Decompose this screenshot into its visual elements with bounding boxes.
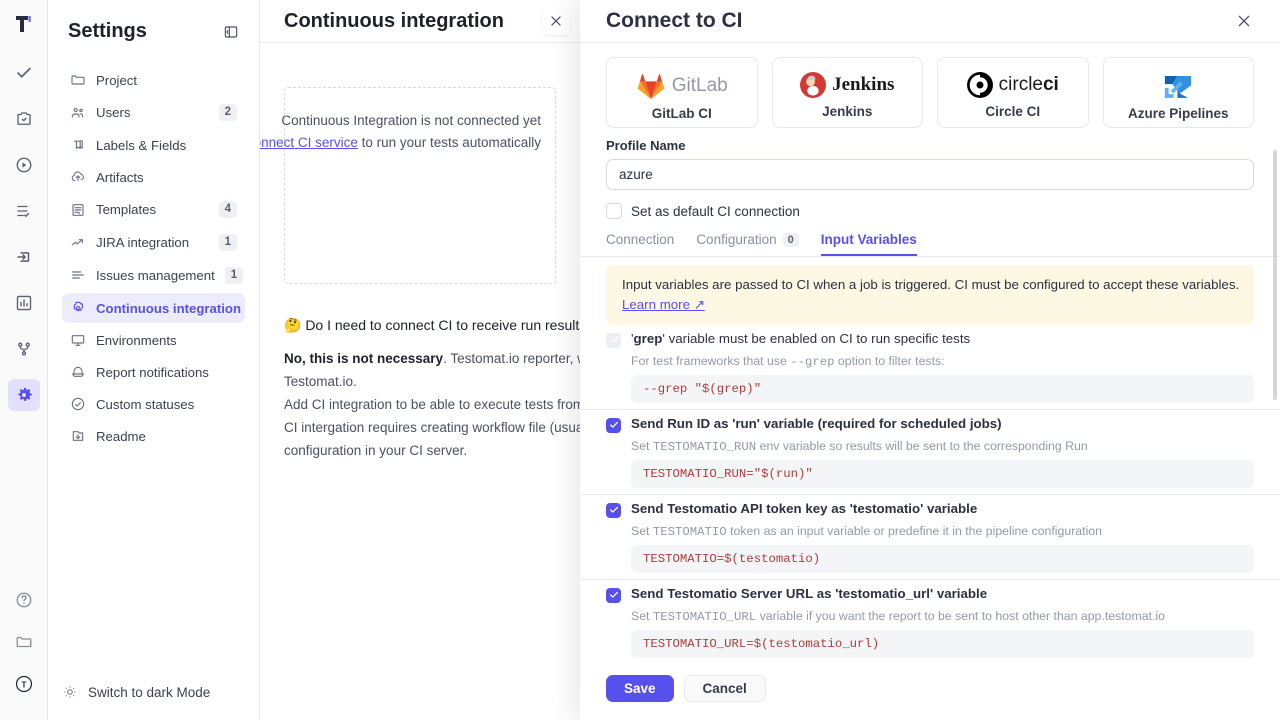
svg-text:T: T [21, 681, 26, 690]
